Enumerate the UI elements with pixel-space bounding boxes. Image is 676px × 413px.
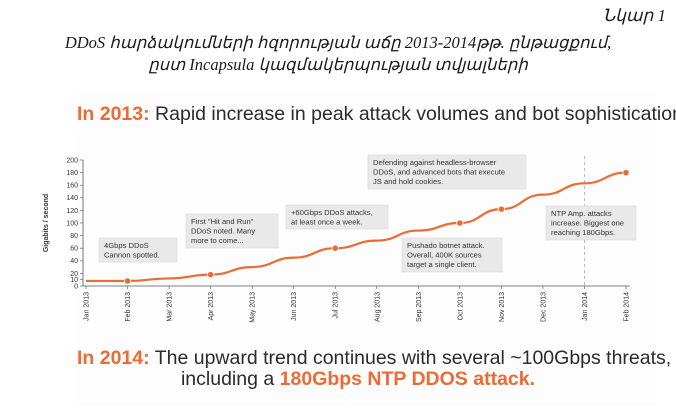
headline-2014-text: The upward trend continues with several … bbox=[154, 347, 672, 369]
headline-2014-year: In 2014: bbox=[77, 347, 150, 369]
y-tick-label: 180 bbox=[66, 170, 78, 177]
y-tick-label: 10 bbox=[70, 277, 78, 284]
x-tick-label: Mar 2013 bbox=[167, 292, 174, 322]
annotation-text: +60Gbps DDoS attacks, bbox=[291, 208, 373, 217]
x-tick-label: Jan 2014 bbox=[582, 292, 589, 321]
data-point-marker bbox=[456, 219, 464, 227]
y-tick-label: 40 bbox=[70, 258, 78, 265]
headline-2014-text-2: including a bbox=[180, 368, 275, 390]
annotation-box bbox=[367, 154, 527, 190]
annotation-box bbox=[545, 205, 637, 241]
annotation-text: First "Hit and Run" bbox=[191, 217, 254, 226]
y-tick-label: 120 bbox=[66, 208, 78, 215]
y-tick-label: 0 bbox=[74, 283, 78, 290]
figure-caption-line-2: ըստ Incapsula կազմակերպության տվյալների bbox=[148, 55, 528, 74]
data-point-marker bbox=[497, 205, 505, 213]
data-point-marker bbox=[331, 244, 339, 252]
x-tick-label: May 2013 bbox=[250, 292, 257, 323]
annotation-text: at least once a week. bbox=[291, 218, 362, 227]
annotation-box bbox=[401, 237, 503, 273]
annotation-text: target a single client. bbox=[407, 260, 477, 269]
series-line bbox=[86, 171, 627, 283]
x-tick-label: Jan 2013 bbox=[84, 292, 91, 321]
headline-2013-year: In 2013: bbox=[77, 103, 150, 125]
annotation-text: JS and hold cookies. bbox=[373, 177, 443, 186]
annotation-text: more to come... bbox=[191, 236, 244, 245]
figure-caption-line-1: DDoS հարձակումների հզորության աճը 2013-2… bbox=[64, 33, 612, 52]
y-tick-label: 60 bbox=[70, 246, 78, 253]
figure-number: Նկար 1 bbox=[602, 6, 666, 25]
annotation-text: Overall, 400K sources bbox=[407, 251, 482, 260]
headline-2013: In 2013: Rapid increase in peak attack v… bbox=[77, 103, 676, 126]
x-tick-label: Dec 2013 bbox=[540, 292, 547, 322]
x-tick-label: Feb 2014 bbox=[624, 292, 631, 322]
headline-2014-line-2: including a 180Gbps NTP DDOS attack. bbox=[0, 368, 676, 391]
data-point-marker bbox=[622, 169, 630, 177]
headline-2013-text: Rapid increase in peak attack volumes an… bbox=[155, 103, 676, 125]
x-tick-label: Apr 2013 bbox=[208, 292, 215, 321]
annotation-text: 4Gbps DDoS bbox=[104, 241, 149, 250]
x-tick-label: Oct 2013 bbox=[457, 292, 464, 321]
annotation-box bbox=[98, 237, 178, 263]
annotation-text: Pushado botnet attack. bbox=[407, 241, 485, 250]
y-tick-label: 80 bbox=[70, 233, 78, 240]
y-tick-label: 140 bbox=[66, 195, 78, 202]
annotation-text: reaching 180Gbps. bbox=[551, 228, 615, 237]
annotation-text: Defending against headless-browser bbox=[373, 158, 497, 167]
annotation-text: NTP Amp. attacks bbox=[551, 209, 612, 218]
headline-2014-highlight: 180Gbps NTP DDOS attack. bbox=[279, 368, 536, 390]
x-tick-label: Sep 2013 bbox=[416, 292, 423, 322]
annotation-box bbox=[185, 213, 279, 249]
y-tick-label: 100 bbox=[66, 220, 78, 227]
annotation-box bbox=[285, 204, 389, 230]
y-tick-label: 200 bbox=[66, 157, 78, 164]
annotation-text: increase. Biggest one bbox=[551, 219, 624, 228]
annotation-text: Cannon spotted. bbox=[104, 251, 160, 260]
x-tick-label: Aug 2013 bbox=[374, 292, 381, 322]
headline-2014: In 2014: The upward trend continues with… bbox=[77, 347, 671, 370]
data-point-marker bbox=[123, 277, 132, 285]
data-point-marker bbox=[207, 271, 215, 279]
x-tick-label: Feb 2013 bbox=[125, 292, 132, 322]
annotation-text: DDoS, and advanced bots that execute bbox=[373, 168, 505, 177]
annotation-text: DDoS noted. Many bbox=[191, 227, 255, 236]
y-axis-label: Gigabits / second bbox=[43, 194, 50, 252]
x-tick-label: Jul 2013 bbox=[333, 292, 340, 319]
x-tick-label: Nov 2013 bbox=[499, 292, 506, 322]
y-tick-label: 20 bbox=[70, 271, 78, 278]
x-tick-label: Jun 2013 bbox=[291, 292, 298, 321]
y-tick-label: 160 bbox=[66, 183, 78, 190]
